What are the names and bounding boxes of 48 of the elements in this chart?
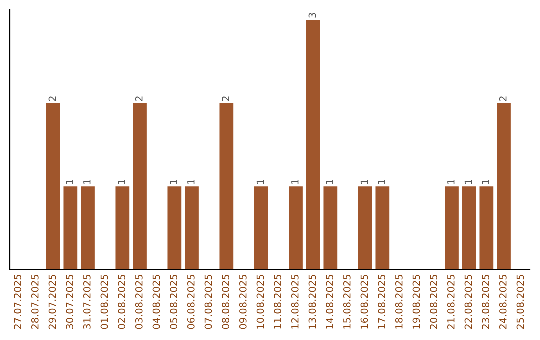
x-tick-label: 29.07.2025 — [48, 275, 56, 330]
data-label: 1 — [482, 180, 490, 184]
x-tick-label: 12.08.2025 — [291, 275, 299, 329]
data-label: 2 — [48, 96, 56, 102]
x-tick-label: 02.08.2025 — [118, 275, 126, 330]
data-label: 1 — [448, 180, 455, 184]
x-tick-label: 21.08.2025 — [447, 275, 455, 330]
x-tick-label: 30.07.2025 — [66, 275, 74, 330]
x-tick-label: 31.07.2025 — [83, 275, 91, 330]
data-label: 1 — [188, 180, 195, 184]
x-tick-label: 14.08.2025 — [326, 275, 334, 329]
x-tick-label: 04.08.2025 — [152, 275, 160, 330]
data-label: 1 — [378, 180, 386, 184]
data-label: 1 — [464, 180, 472, 184]
x-tick-label: 23.08.2025 — [482, 275, 490, 330]
x-tick-label: 13.08.2025 — [308, 275, 316, 329]
x-tick-label: 20.08.2025 — [430, 275, 438, 330]
data-label: 1 — [118, 180, 126, 184]
x-tick-label: 15.08.2025 — [343, 275, 351, 329]
x-tick-label: 01.08.2025 — [100, 275, 108, 330]
data-label: 1 — [360, 180, 368, 184]
x-tick-label: 05.08.2025 — [170, 275, 178, 330]
data-label: 2 — [499, 96, 507, 102]
x-tick-label: 10.08.2025 — [256, 275, 264, 329]
data-label: 1 — [66, 180, 74, 184]
x-tick-label: 22.08.2025 — [464, 275, 472, 330]
data-label: 2 — [135, 96, 143, 102]
x-tick-label: 03.08.2025 — [135, 275, 143, 330]
x-tick-label: 27.07.2025 — [14, 275, 22, 330]
x-tick-label: 24.08.2025 — [499, 275, 507, 330]
x-tick-label: 07.08.2025 — [204, 275, 212, 330]
x-tick-label: 16.08.2025 — [360, 275, 368, 329]
x-tick-label: 18.08.2025 — [395, 275, 403, 329]
data-label: 1 — [84, 180, 91, 184]
data-label: 1 — [256, 180, 264, 184]
x-tick-label: 19.08.2025 — [412, 275, 420, 329]
x-tick-label: 06.08.2025 — [187, 275, 195, 330]
data-label: 1 — [170, 180, 178, 184]
data-label: 2 — [222, 96, 230, 102]
x-tick-label: 17.08.2025 — [378, 275, 386, 329]
x-tick-label: 28.07.2025 — [31, 275, 39, 330]
data-label: 1 — [326, 180, 334, 184]
data-label: 1 — [292, 180, 299, 184]
data-label: 3 — [308, 13, 316, 18]
x-tick-label: 11.08.2025 — [274, 275, 282, 329]
x-tick-label: 09.08.2025 — [239, 275, 247, 330]
x-tick-label: 25.08.2025 — [516, 275, 524, 330]
x-tick-label: 08.08.2025 — [222, 275, 230, 330]
